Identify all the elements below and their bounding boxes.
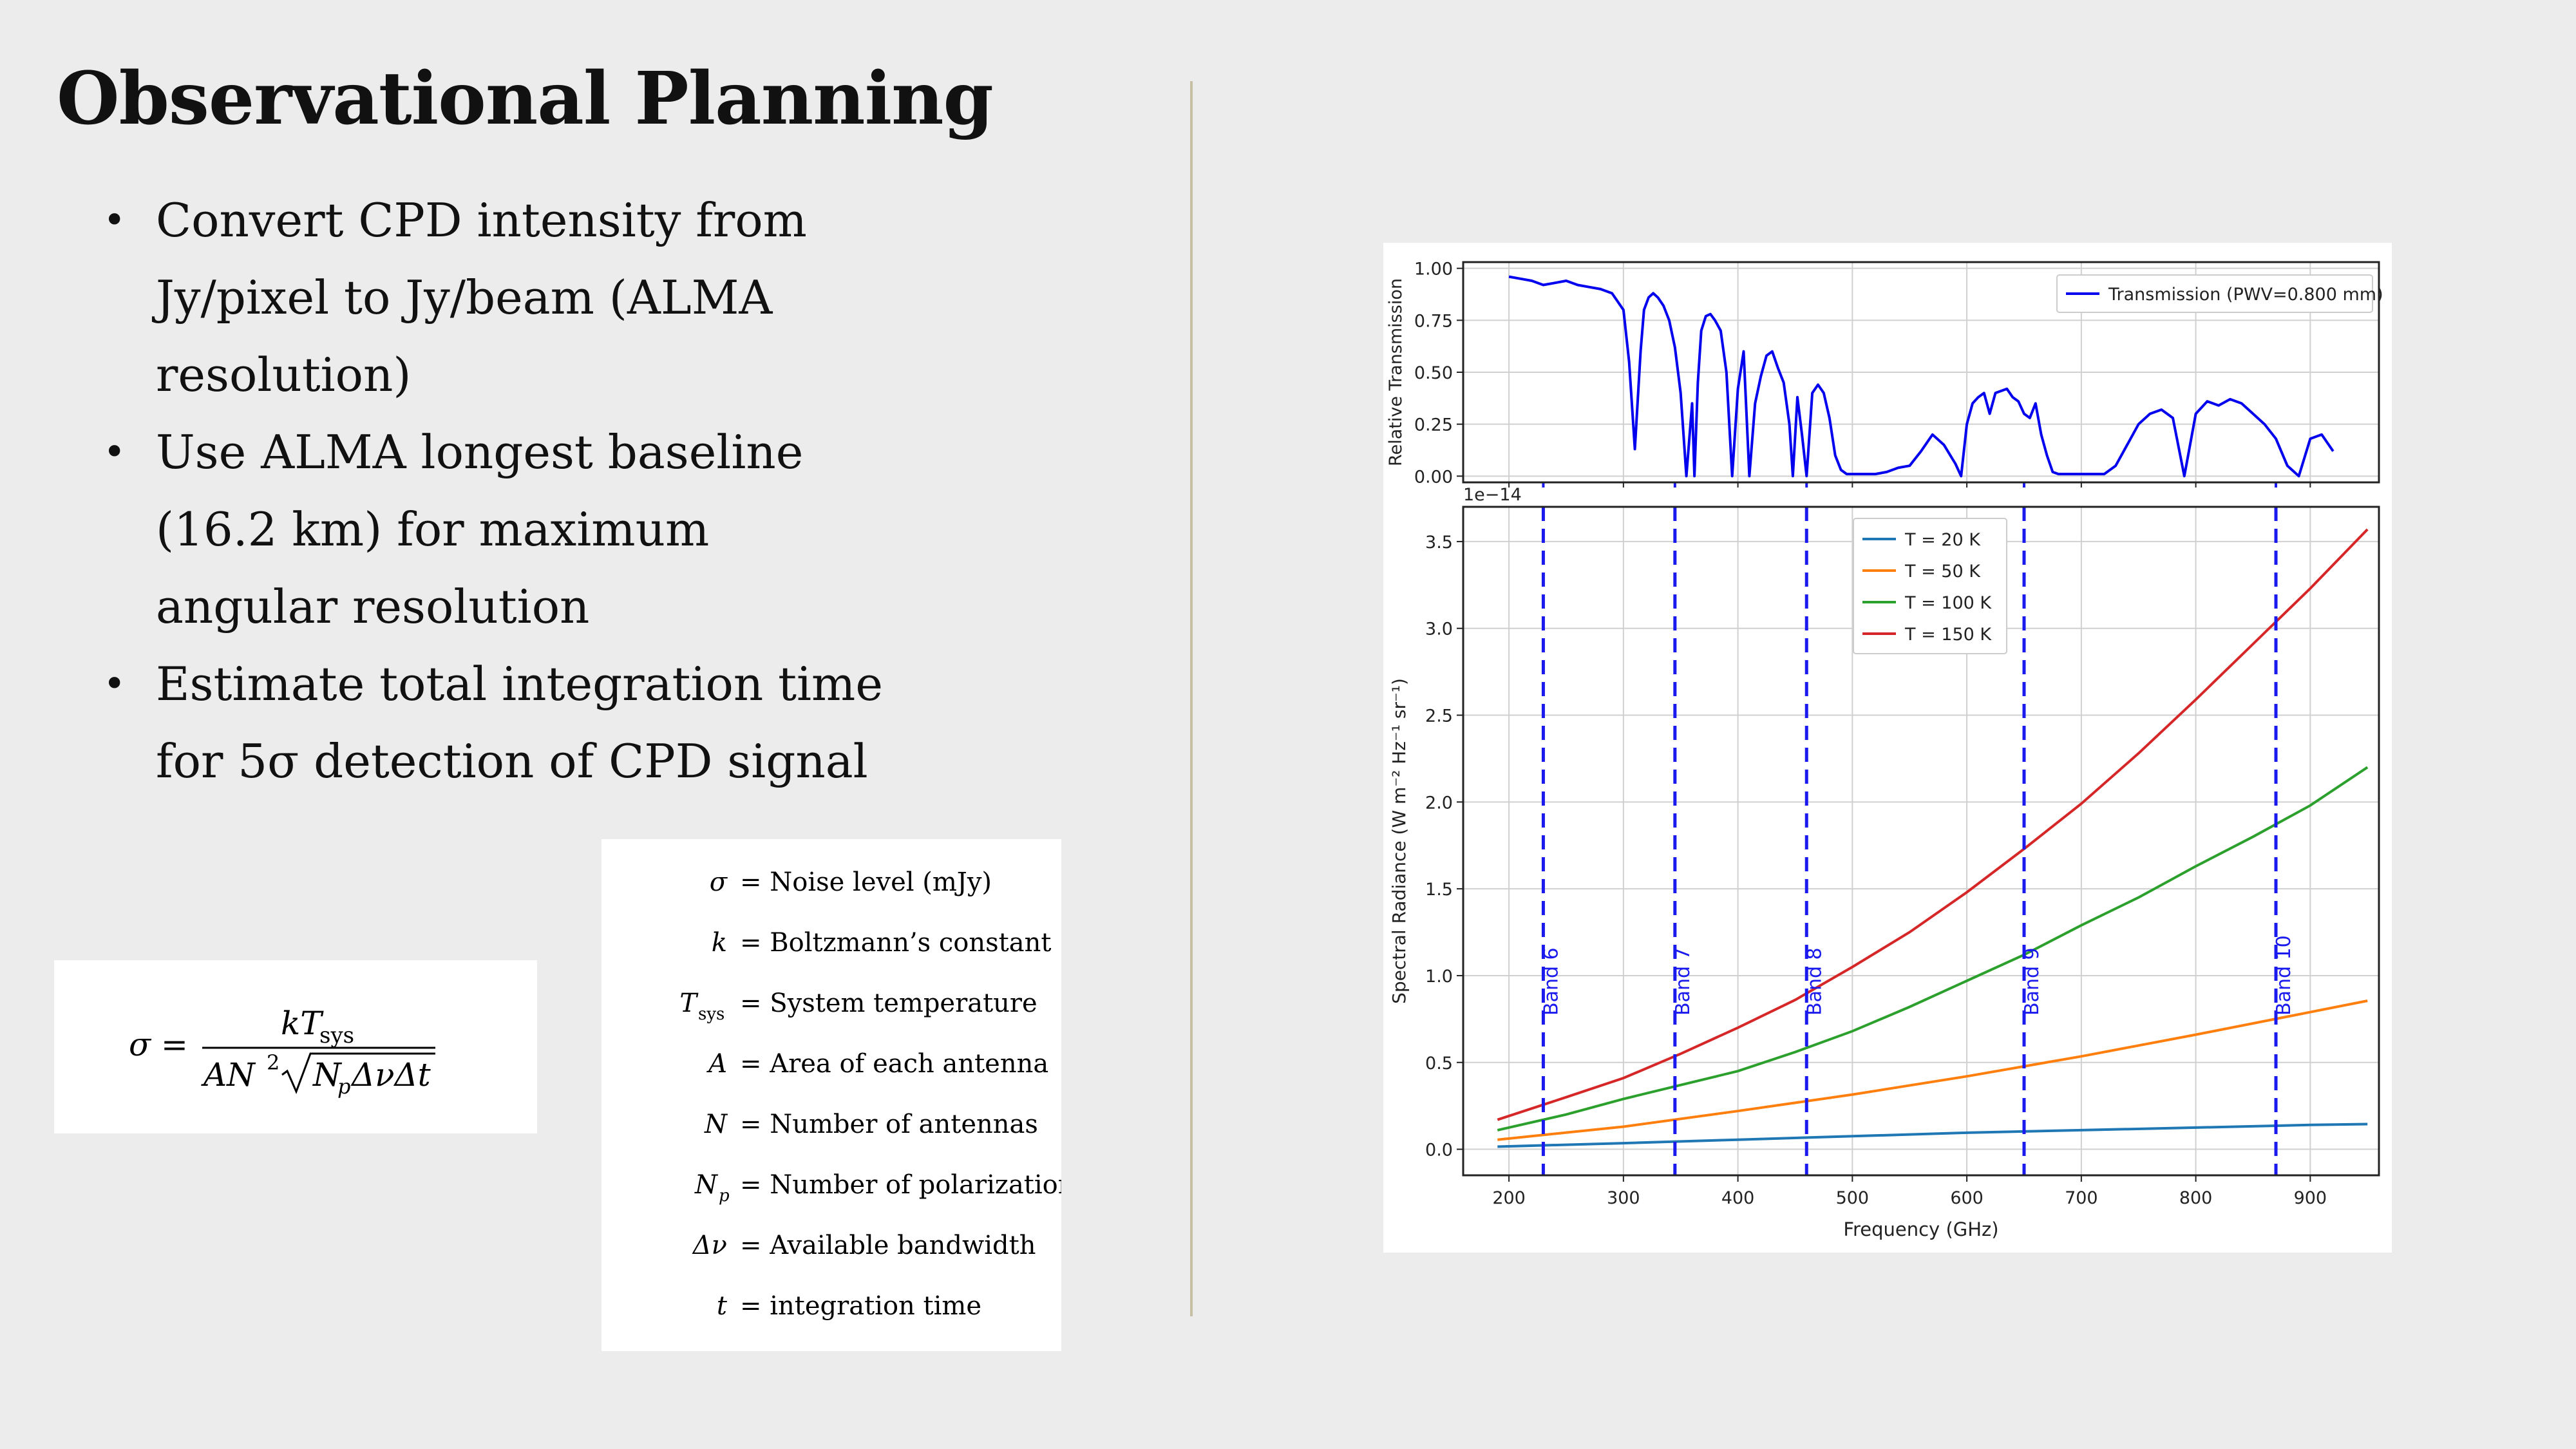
radiance-transmission-chart: Band 6 Band 7 Band 8 Band 9 Band 10 0.00 0.25 0… xyxy=(1383,243,2392,1253)
formula-root-rest: ΔνΔt xyxy=(350,1056,431,1094)
formula-denominator-sup: 2 xyxy=(267,1050,279,1075)
definition-text: = Boltzmann’s constant xyxy=(740,928,1051,958)
y-tick-label: 0.00 xyxy=(1414,467,1453,487)
noise-formula: σ = kT sys AN 2 N p ΔνΔt xyxy=(54,960,537,1133)
x-tick-label: 200 xyxy=(1492,1188,1526,1208)
y-tick-label: 2.5 xyxy=(1425,706,1453,726)
definition-row: N p = Number of polarizations xyxy=(694,1170,1088,1206)
radiance-line-3 xyxy=(1497,528,2369,1121)
legend-box xyxy=(2056,274,2373,313)
axis-offset-label: 1e−14 xyxy=(1463,485,1522,505)
y-tick-label: 2.0 xyxy=(1425,793,1453,813)
band-marker-label: Band 8 xyxy=(1803,947,1826,1016)
definition-symbol: σ xyxy=(710,867,728,897)
y-tick-label: 1.00 xyxy=(1414,260,1453,279)
x-tick-label: 700 xyxy=(2065,1188,2098,1208)
bullet-item: Estimate total integration time for 5σ d… xyxy=(103,645,902,800)
definition-symbol: N xyxy=(694,1170,719,1200)
formula-root-sub: p xyxy=(337,1074,350,1099)
y-tick-label: 0.75 xyxy=(1414,311,1453,331)
definition-text: = Available bandwidth xyxy=(740,1231,1036,1260)
bullet-item: Convert CPD intensity from Jy/pixel to J… xyxy=(103,182,902,413)
legend-label: T = 20 K xyxy=(1904,530,1981,550)
definition-text: = Number of polarizations xyxy=(740,1170,1061,1200)
band-marker-label: Band 9 xyxy=(2021,947,2043,1016)
y-tick-label: 3.5 xyxy=(1425,533,1453,553)
legend-label: Transmission (PWV=0.800 mm) xyxy=(2108,285,2383,305)
x-tick-label: 800 xyxy=(2179,1188,2213,1208)
band-marker-label: Band 6 xyxy=(1540,947,1562,1016)
axes-frame xyxy=(1462,506,2380,1177)
radiance-line-2 xyxy=(1497,766,2369,1132)
definition-text: = Area of each antenna xyxy=(740,1049,1048,1079)
definition-row: T sys = System temperature xyxy=(679,989,1037,1024)
definition-symbol: A xyxy=(706,1049,727,1079)
x-tick-label: 300 xyxy=(1607,1188,1640,1208)
definition-sub: sys xyxy=(698,1005,724,1024)
y-tick-label: 0.50 xyxy=(1414,363,1453,383)
definition-symbol: t xyxy=(717,1291,728,1321)
definition-row: N = Number of antennas xyxy=(704,1110,1038,1139)
definition-symbol: N xyxy=(704,1110,728,1139)
x-tick-label: 400 xyxy=(1721,1188,1755,1208)
y-tick-label: 3.0 xyxy=(1425,620,1453,639)
definition-symbol: Δν xyxy=(692,1231,727,1260)
definition-symbol: k xyxy=(712,928,727,958)
legend-label: T = 50 K xyxy=(1904,562,1981,582)
definition-row: Δν = Available bandwidth xyxy=(692,1231,1036,1260)
band-marker-label: Band 7 xyxy=(1672,947,1694,1016)
legend-label: T = 100 K xyxy=(1904,593,1992,613)
formula-numerator: kT xyxy=(281,1005,324,1042)
definition-row: k = Boltzmann’s constant xyxy=(712,928,1052,958)
definition-text: = integration time xyxy=(740,1291,981,1321)
formula-lhs: σ = xyxy=(129,1026,188,1063)
legend-box xyxy=(1853,518,2007,654)
definition-row: σ = Noise level (mJy) xyxy=(710,867,992,897)
definition-text: = Noise level (mJy) xyxy=(740,867,992,897)
definition-sub: p xyxy=(719,1186,730,1206)
definition-row: A = Area of each antenna xyxy=(706,1049,1048,1079)
y-tick-label: 1.5 xyxy=(1425,880,1453,900)
y-tick-label: 0.5 xyxy=(1425,1054,1453,1074)
definition-text: = System temperature xyxy=(740,989,1037,1018)
x-tick-label: 600 xyxy=(1950,1188,1984,1208)
definition-row: t = integration time xyxy=(717,1291,981,1321)
legend-label: T = 150 K xyxy=(1904,625,1992,645)
x-tick-label: 500 xyxy=(1836,1188,1870,1208)
y-axis-label: Relative Transmission xyxy=(1386,278,1406,466)
x-axis-label: Frequency (GHz) xyxy=(1843,1218,1998,1240)
definition-text: = Number of antennas xyxy=(740,1110,1038,1139)
bullet-item: Use ALMA longest baseline (16.2 km) for … xyxy=(103,413,902,645)
y-tick-label: 1.0 xyxy=(1425,967,1453,987)
definition-symbol: T xyxy=(679,989,699,1018)
y-axis-label: Spectral Radiance (W m⁻² Hz⁻¹ sr⁻¹) xyxy=(1388,678,1410,1004)
formula-root-n: N xyxy=(312,1056,343,1094)
transmission-line xyxy=(1508,275,2334,478)
x-tick-label: 900 xyxy=(2294,1188,2327,1208)
radiance-line-1 xyxy=(1497,999,2368,1141)
formula-numerator-sub: sys xyxy=(319,1023,354,1048)
band-marker-label: Band 10 xyxy=(2273,935,2295,1016)
sqrt-sign xyxy=(281,1052,435,1094)
y-tick-label: 0.0 xyxy=(1425,1141,1453,1160)
bullet-list: Convert CPD intensity from Jy/pixel to J… xyxy=(103,182,902,800)
symbol-definitions: σ = Noise level (mJy) k = Boltzmann’s co… xyxy=(601,839,1088,1351)
vertical-divider xyxy=(1190,81,1193,1316)
page-title: Observational Planning xyxy=(57,57,994,141)
y-tick-label: 0.25 xyxy=(1414,415,1453,435)
radiance-line-0 xyxy=(1497,1122,2368,1148)
formula-denominator: AN xyxy=(201,1056,256,1094)
